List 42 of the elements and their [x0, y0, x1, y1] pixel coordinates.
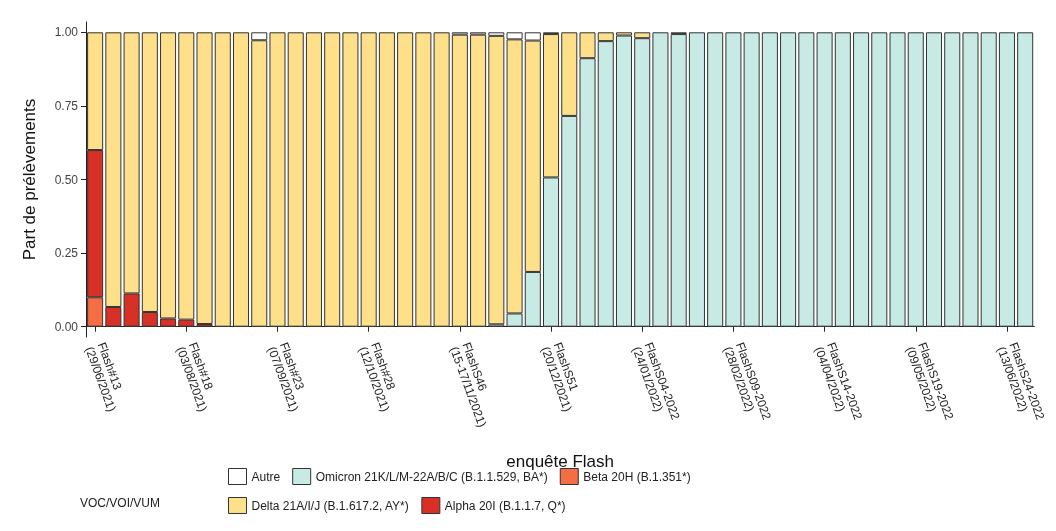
bar	[232, 32, 250, 327]
bar	[907, 32, 924, 327]
bar	[944, 32, 961, 327]
bar	[287, 32, 304, 327]
bar	[780, 32, 797, 327]
y-tick-label: 1.00	[54, 25, 79, 40]
legend-label: Beta 20H (B.1.351*)	[583, 469, 691, 484]
bar	[269, 32, 286, 327]
bar	[451, 34, 468, 327]
bar	[688, 32, 705, 327]
legend-title: VOC/VOI/VUM	[80, 496, 161, 510]
bar	[707, 32, 724, 327]
bar	[470, 34, 487, 327]
y-tick-label: 0.00	[54, 319, 79, 334]
bar	[615, 35, 633, 327]
legend-label: Omicron 21K/L/M-22A/B/C (B.1.1.529, BA*)	[315, 469, 548, 484]
bar	[980, 32, 997, 327]
legend-label: Autre	[251, 469, 281, 484]
bar	[962, 32, 979, 327]
bar	[196, 32, 213, 325]
bar	[853, 32, 870, 327]
y-tick-label: 0.50	[54, 172, 79, 187]
bar	[652, 32, 669, 327]
bar	[305, 32, 322, 327]
y-tick-label: 0.25	[54, 246, 79, 261]
bar	[378, 32, 395, 327]
bar	[214, 32, 231, 327]
bar	[761, 32, 778, 327]
bar	[998, 32, 1015, 327]
legend-label: Alpha 20I (B.1.1.7, Q*)	[444, 498, 566, 513]
y-tick-label: 0.75	[54, 98, 79, 113]
bar	[925, 32, 943, 327]
x-axis-title: enquête Flash	[506, 452, 615, 471]
bar	[1017, 32, 1034, 327]
bar	[670, 34, 687, 327]
y-axis-title: Part de prélèvements	[20, 98, 39, 261]
bar	[834, 32, 851, 327]
bar	[889, 32, 906, 327]
bar	[871, 32, 888, 327]
bar	[324, 32, 341, 327]
legend-label: Delta 21A/I/J (B.1.617.2, AY*)	[251, 498, 409, 513]
bar	[397, 32, 414, 327]
